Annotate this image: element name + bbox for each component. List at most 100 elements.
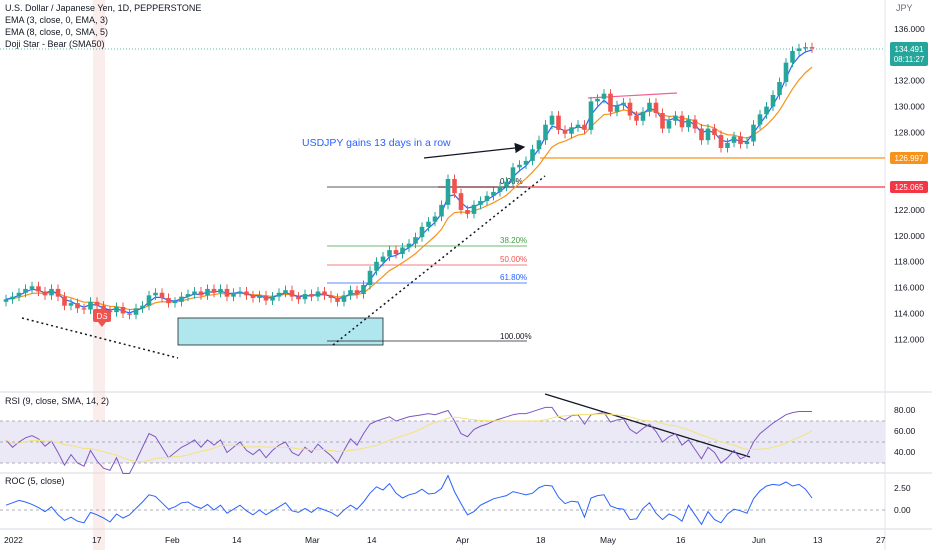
candle[interactable] — [198, 286, 204, 300]
resistance-pink-line[interactable] — [587, 92, 678, 99]
candle[interactable] — [673, 111, 678, 126]
candle[interactable] — [653, 98, 659, 118]
candle[interactable] — [192, 286, 197, 299]
candle[interactable] — [686, 114, 691, 132]
fib-retracement[interactable]: 0.00% 38.20% 50.00% 61.80% 100.00% — [327, 177, 532, 342]
annotation-text[interactable]: USDJPY gains 13 days in a row — [302, 137, 451, 149]
candle[interactable] — [146, 290, 152, 311]
candle[interactable] — [666, 116, 672, 134]
candle[interactable] — [744, 136, 750, 149]
candle[interactable] — [205, 284, 210, 300]
candle[interactable] — [107, 306, 113, 317]
candle[interactable] — [289, 285, 295, 302]
candle[interactable] — [23, 284, 28, 298]
candle[interactable] — [367, 266, 373, 290]
doji-star-marker[interactable]: DS — [93, 309, 111, 327]
candle[interactable] — [413, 232, 418, 249]
candle[interactable] — [185, 289, 191, 302]
candle[interactable] — [55, 284, 61, 302]
candle[interactable] — [627, 98, 633, 121]
candle[interactable] — [445, 174, 451, 210]
candle[interactable] — [712, 124, 717, 140]
candle[interactable] — [10, 292, 15, 304]
candle[interactable] — [315, 286, 321, 302]
candle[interactable] — [647, 98, 652, 117]
candle[interactable] — [484, 191, 490, 206]
candle[interactable] — [796, 43, 802, 56]
candle[interactable] — [556, 111, 561, 135]
candle[interactable] — [731, 131, 737, 148]
candle[interactable] — [244, 286, 249, 300]
candle[interactable] — [81, 303, 87, 315]
candle[interactable] — [465, 205, 470, 219]
candle[interactable] — [296, 292, 301, 304]
candle[interactable] — [257, 290, 262, 303]
candle[interactable] — [3, 294, 9, 307]
candle[interactable] — [478, 196, 483, 210]
candle[interactable] — [491, 187, 496, 201]
candle[interactable] — [783, 58, 789, 87]
candle[interactable] — [588, 96, 594, 135]
candle[interactable] — [335, 293, 340, 307]
candle[interactable] — [543, 120, 548, 145]
candle[interactable] — [608, 89, 613, 117]
candle[interactable] — [224, 284, 230, 302]
candle[interactable] — [705, 124, 711, 145]
candle[interactable] — [582, 120, 587, 135]
candle[interactable] — [452, 174, 457, 198]
candle[interactable] — [322, 286, 327, 300]
candle[interactable] — [601, 89, 607, 104]
candle[interactable] — [75, 298, 80, 313]
candle[interactable] — [640, 107, 646, 126]
candle[interactable] — [406, 239, 412, 253]
candle[interactable] — [237, 286, 243, 298]
candle[interactable] — [153, 288, 158, 300]
roc-legend[interactable]: ROC (5, close) — [5, 476, 65, 486]
candle[interactable] — [770, 90, 776, 112]
candle[interactable] — [380, 252, 386, 267]
candle[interactable] — [94, 297, 100, 311]
candle[interactable] — [790, 46, 795, 68]
candle[interactable] — [530, 144, 535, 166]
candle[interactable] — [738, 131, 743, 149]
candle[interactable] — [549, 111, 555, 130]
doji-legend[interactable]: Doji Star - Bear (SMA50) — [5, 39, 105, 49]
candle[interactable] — [374, 257, 379, 276]
candle[interactable] — [263, 290, 269, 306]
candle[interactable] — [270, 292, 275, 306]
candle[interactable] — [458, 188, 464, 215]
rsi-legend[interactable]: RSI (9, close, SMA, 14, 2) — [5, 396, 110, 406]
candle[interactable] — [393, 245, 399, 259]
candle[interactable] — [803, 42, 808, 53]
candle[interactable] — [341, 290, 347, 307]
candle[interactable] — [725, 138, 730, 153]
candle[interactable] — [159, 288, 165, 303]
candle[interactable] — [101, 301, 106, 316]
candle[interactable] — [302, 289, 308, 304]
candle[interactable] — [68, 298, 74, 311]
candle[interactable] — [166, 293, 171, 308]
uptrend-dotted-line[interactable] — [332, 175, 546, 346]
candle[interactable] — [523, 156, 529, 170]
candle[interactable] — [634, 111, 639, 126]
candle[interactable] — [777, 77, 782, 100]
candle[interactable] — [387, 245, 392, 262]
downtrend-dotted-line[interactable] — [21, 317, 179, 359]
candle[interactable] — [575, 120, 581, 132]
candle[interactable] — [250, 290, 256, 303]
candle[interactable] — [614, 100, 620, 117]
candle[interactable] — [510, 162, 516, 187]
candle[interactable] — [120, 302, 126, 318]
candle[interactable] — [419, 222, 425, 242]
candle[interactable] — [309, 289, 314, 302]
candle[interactable] — [679, 111, 685, 132]
candle[interactable] — [699, 124, 704, 145]
candle[interactable] — [354, 285, 360, 299]
candle[interactable] — [751, 120, 756, 147]
candle[interactable] — [127, 308, 132, 320]
candle[interactable] — [621, 98, 626, 110]
candle[interactable] — [231, 288, 236, 302]
candle[interactable] — [140, 301, 145, 313]
candle[interactable] — [504, 177, 509, 192]
